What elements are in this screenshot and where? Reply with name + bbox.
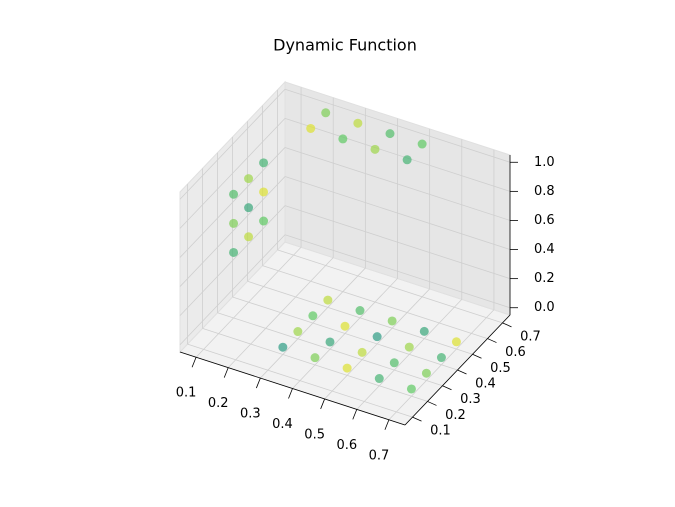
z-tick-label: 0.6 <box>534 213 555 228</box>
point <box>406 384 416 394</box>
point <box>259 216 269 226</box>
y-tick <box>427 401 437 406</box>
point <box>340 321 350 331</box>
point <box>357 347 367 357</box>
y-tick-label: 0.1 <box>430 424 451 439</box>
point <box>353 118 363 128</box>
point <box>385 129 395 139</box>
point <box>389 358 399 368</box>
y-tick <box>457 369 467 375</box>
y-tick <box>412 416 422 422</box>
point <box>451 337 461 347</box>
x-tick-label: 0.7 <box>369 448 390 463</box>
point <box>325 337 335 347</box>
point <box>229 189 239 199</box>
point <box>229 218 239 228</box>
point <box>308 311 318 321</box>
point <box>404 342 414 352</box>
y-tick <box>442 385 452 391</box>
x-tick <box>384 419 390 430</box>
y-tick <box>472 353 482 359</box>
grid-line <box>179 147 286 258</box>
x-axis <box>179 351 406 426</box>
grid-line <box>179 176 286 287</box>
grid-line <box>179 234 286 346</box>
point <box>229 247 239 257</box>
y-tick-label: 0.6 <box>505 345 526 360</box>
y-tick <box>487 338 497 343</box>
point <box>417 139 427 149</box>
grid-line <box>262 265 488 339</box>
y-tick-label: 0.5 <box>490 361 511 376</box>
x-tick <box>191 357 197 368</box>
y-tick-label: 0.7 <box>520 329 541 344</box>
point <box>278 342 288 352</box>
z-tick-label: 1.0 <box>534 155 555 170</box>
point <box>421 368 431 378</box>
grid-line <box>247 280 473 355</box>
point <box>310 353 320 363</box>
point <box>244 174 254 184</box>
x-tick-label: 0.5 <box>304 427 325 442</box>
x-tick-label: 0.4 <box>272 417 293 432</box>
grid-line <box>217 312 443 387</box>
point <box>372 332 382 342</box>
grid-line <box>284 88 511 163</box>
point <box>374 374 384 384</box>
point <box>259 187 269 197</box>
grid-line <box>284 147 511 221</box>
x-tick-label: 0.1 <box>176 386 197 401</box>
z-tick-label: 0.8 <box>534 184 555 199</box>
point <box>370 144 380 154</box>
x-tick-label: 0.2 <box>208 396 229 411</box>
z-tick-label: 0.4 <box>534 242 555 257</box>
grid-line <box>284 117 511 192</box>
x-tick-label: 0.3 <box>240 407 261 422</box>
y-tick-label: 0.3 <box>460 392 481 407</box>
y-tick <box>502 322 512 328</box>
grid-line <box>284 176 511 250</box>
point <box>419 326 429 336</box>
y-tick-label: 0.4 <box>475 377 496 392</box>
grid-line <box>277 249 503 324</box>
point <box>342 363 352 373</box>
point <box>402 155 412 165</box>
grid-line <box>284 205 511 280</box>
point <box>244 232 254 242</box>
x-tick <box>255 377 261 389</box>
x-tick-label: 0.6 <box>336 438 357 453</box>
point <box>244 203 254 213</box>
grid-line <box>187 343 413 418</box>
y-axis <box>404 314 511 426</box>
point <box>293 327 303 337</box>
grid-line <box>232 296 458 371</box>
point <box>323 295 333 305</box>
point <box>387 316 397 326</box>
grid-line <box>179 205 286 316</box>
z-tick-label: 0.2 <box>534 271 555 286</box>
point <box>306 123 316 133</box>
grid-line <box>179 88 286 200</box>
grid-line <box>284 234 511 309</box>
x-tick <box>288 388 293 399</box>
grid-line <box>202 328 428 402</box>
point <box>355 306 365 316</box>
grid-line <box>179 118 286 229</box>
point <box>338 134 348 144</box>
z-tick-label: 0.0 <box>534 300 555 315</box>
x-tick <box>320 398 326 410</box>
x-tick <box>223 367 229 378</box>
point <box>259 158 269 168</box>
y-tick-label: 0.2 <box>445 408 466 423</box>
point <box>321 108 331 118</box>
x-tick <box>352 409 358 420</box>
chart-title: Dynamic Function <box>273 36 417 55</box>
point <box>436 353 446 363</box>
